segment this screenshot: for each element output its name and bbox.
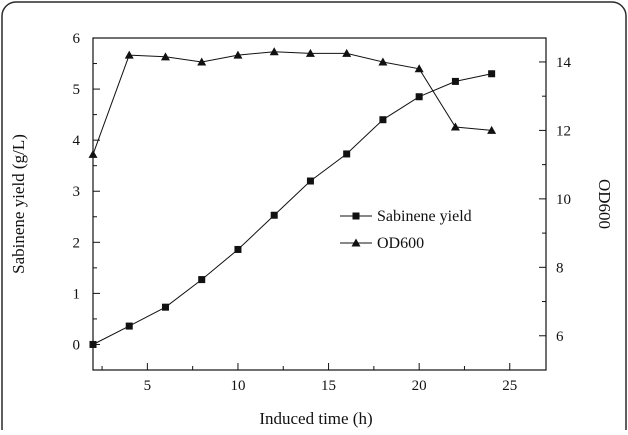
data-point-od600 — [197, 57, 207, 66]
y-tick-label: 4 — [73, 133, 81, 149]
data-point-od600 — [378, 57, 388, 66]
data-point-sabinene-yield — [234, 245, 242, 253]
y2-tick-label: 14 — [556, 55, 572, 71]
data-point-sabinene-yield — [415, 93, 423, 101]
legend-marker-square — [352, 212, 360, 220]
y-tick-label: 2 — [73, 235, 81, 251]
data-point-od600 — [124, 50, 134, 59]
data-point-sabinene-yield — [488, 70, 496, 78]
y2-tick-label: 8 — [556, 260, 564, 276]
y-tick-label: 5 — [73, 82, 81, 98]
data-point-od600 — [342, 48, 352, 57]
x-tick-label: 25 — [502, 378, 517, 394]
data-point-sabinene-yield — [451, 77, 459, 85]
x-tick-label: 20 — [412, 378, 427, 394]
data-point-od600 — [269, 47, 279, 56]
legend-label-od600: OD600 — [377, 235, 424, 252]
x-tick-label: 5 — [144, 378, 152, 394]
data-point-sabinene-yield — [306, 177, 314, 185]
x-axis-title: Induced time (h) — [259, 409, 372, 428]
legend-label-sabinene: Sabinene yield — [377, 208, 472, 225]
y2-tick-label: 6 — [556, 329, 564, 345]
data-point-sabinene-yield — [343, 150, 351, 158]
data-point-sabinene-yield — [270, 211, 278, 219]
data-point-sabinene-yield — [125, 322, 133, 330]
data-point-od600 — [233, 50, 243, 59]
y-tick-label: 3 — [73, 184, 81, 200]
x-tick-label: 15 — [321, 378, 336, 394]
y2-tick-label: 12 — [556, 123, 571, 139]
data-point-sabinene-yield — [379, 116, 387, 124]
data-point-od600 — [88, 149, 98, 158]
y-axis-title: Sabinene yield (g/L) — [9, 134, 28, 274]
y-tick-label: 6 — [73, 31, 81, 47]
y2-axis-title: OD600 — [595, 179, 614, 229]
y2-tick-label: 10 — [556, 192, 571, 208]
data-point-od600 — [450, 122, 460, 131]
series-line-sabinene-yield — [92, 73, 492, 345]
data-point-od600 — [160, 52, 170, 61]
x-tick-label: 10 — [230, 378, 245, 394]
series-line-od600 — [92, 51, 492, 155]
plot-area — [92, 37, 547, 371]
legend: Sabinene yield OD600 — [340, 208, 472, 252]
y-tick-label: 1 — [73, 286, 81, 302]
data-point-od600 — [305, 48, 315, 57]
data-point-od600 — [487, 125, 497, 134]
data-point-sabinene-yield — [198, 276, 206, 284]
y-tick-label: 0 — [73, 337, 81, 353]
markers-layer — [88, 47, 497, 348]
data-point-sabinene-yield — [161, 303, 169, 311]
lines-layer — [92, 51, 492, 345]
data-point-od600 — [414, 64, 424, 73]
legend-marker-triangle — [351, 238, 361, 247]
data-point-sabinene-yield — [89, 340, 97, 348]
